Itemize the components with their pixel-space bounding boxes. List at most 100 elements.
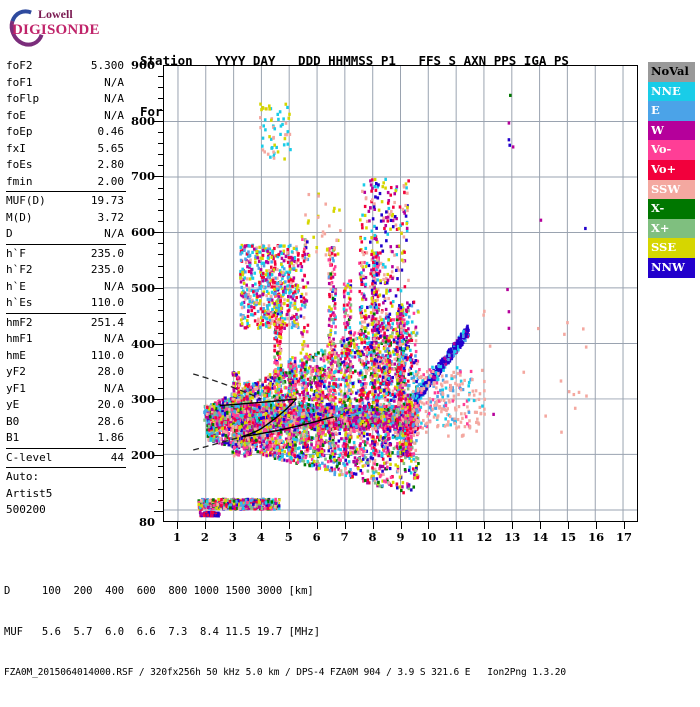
- y-axis-tick: [158, 277, 163, 278]
- x-axis-tick: [428, 522, 429, 529]
- x-axis-tick: [205, 522, 206, 529]
- x-axis-tick: [484, 522, 485, 529]
- param-value: 235.0: [91, 262, 124, 279]
- y-axis-tick: [158, 433, 163, 434]
- y-axis-label-80: 80: [113, 515, 155, 529]
- y-axis-tick: [158, 254, 163, 255]
- y-axis-tick: [154, 121, 163, 122]
- legend-item-w[interactable]: W: [648, 121, 695, 141]
- y-axis-tick: [158, 477, 163, 478]
- legend-item-vo[interactable]: Vo-: [648, 140, 695, 160]
- x-axis-tick: [177, 522, 178, 529]
- x-axis-label-1: 1: [165, 530, 189, 544]
- param-key: hmF1: [6, 331, 33, 348]
- legend-item-noval[interactable]: NoVal: [648, 62, 695, 82]
- legend-item-x[interactable]: X-: [648, 199, 695, 219]
- param-value: 3.72: [98, 210, 125, 227]
- y-axis-tick: [158, 411, 163, 412]
- x-axis-tick: [512, 522, 513, 529]
- y-axis-tick: [154, 344, 163, 345]
- param-key: D: [6, 226, 13, 243]
- y-axis-tick: [158, 221, 163, 222]
- y-axis-tick: [158, 444, 163, 445]
- y-axis-tick: [158, 243, 163, 244]
- y-axis-tick: [158, 132, 163, 133]
- param-key: fmin: [6, 174, 33, 191]
- param-separator: [6, 448, 126, 449]
- param-value: 19.73: [91, 193, 124, 210]
- param-key: M(D): [6, 210, 33, 227]
- y-axis-tick: [154, 288, 163, 289]
- param-key: foFlp: [6, 91, 39, 108]
- y-axis-tick: [154, 232, 163, 233]
- param-separator: [6, 191, 126, 192]
- ionogram-plot-area[interactable]: [163, 65, 638, 522]
- param-value: N/A: [104, 75, 124, 92]
- param-key: B1: [6, 430, 19, 447]
- legend-item-x[interactable]: X+: [648, 219, 695, 239]
- x-axis-tick: [261, 522, 262, 529]
- x-axis-tick: [289, 522, 290, 529]
- param-separator: [6, 313, 126, 314]
- y-axis-tick: [158, 422, 163, 423]
- y-axis-label-900: 900: [113, 58, 155, 72]
- y-axis-tick: [158, 321, 163, 322]
- x-axis-label-13: 13: [500, 530, 524, 544]
- x-axis-tick: [624, 522, 625, 529]
- param-key: B0: [6, 414, 19, 431]
- legend-item-ssw[interactable]: SSW: [648, 180, 695, 200]
- y-axis-tick: [154, 511, 163, 512]
- legend-item-e[interactable]: E: [648, 101, 695, 121]
- y-axis-label-600: 600: [113, 225, 155, 239]
- legend-item-nnw[interactable]: NNW: [648, 258, 695, 278]
- y-axis-tick: [158, 87, 163, 88]
- y-axis-tick: [158, 299, 163, 300]
- x-axis-tick: [233, 522, 234, 529]
- param-value: 28.6: [98, 414, 125, 431]
- y-axis-label-700: 700: [113, 169, 155, 183]
- x-axis-label-15: 15: [556, 530, 580, 544]
- footer-info: D 100 200 400 600 800 1000 1500 3000 [km…: [4, 558, 566, 707]
- x-axis-tick: [317, 522, 318, 529]
- param-separator: [6, 467, 126, 468]
- param-key: h`F: [6, 246, 26, 263]
- legend-item-sse[interactable]: SSE: [648, 238, 695, 258]
- param-value: 5.65: [98, 141, 125, 158]
- x-axis-tick: [401, 522, 402, 529]
- y-axis-tick: [158, 154, 163, 155]
- x-axis-label-14: 14: [528, 530, 552, 544]
- y-axis-tick: [158, 355, 163, 356]
- x-axis-label-9: 9: [389, 530, 413, 544]
- legend-item-nne[interactable]: NNE: [648, 82, 695, 102]
- x-axis-tick: [373, 522, 374, 529]
- param-row-hf2: h`F2 235.0: [4, 262, 128, 279]
- x-axis-label-4: 4: [249, 530, 273, 544]
- y-axis-tick: [158, 110, 163, 111]
- param-value: 251.4: [91, 315, 124, 332]
- param-key: h`F2: [6, 262, 33, 279]
- x-axis-label-2: 2: [193, 530, 217, 544]
- x-axis-tick: [596, 522, 597, 529]
- param-row-fxi: fxI 5.65: [4, 141, 128, 158]
- param-key: fxI: [6, 141, 26, 158]
- legend-item-vo[interactable]: Vo+: [648, 160, 695, 180]
- param-value: 28.0: [98, 364, 125, 381]
- y-axis-tick: [158, 165, 163, 166]
- y-axis-tick: [158, 76, 163, 77]
- y-axis-label-500: 500: [113, 281, 155, 295]
- param-row-b0: B0 28.6: [4, 414, 128, 431]
- footer-file-row: FZA0M_2015064014000.RSF / 320fx256h 50 k…: [4, 666, 566, 680]
- x-axis-tick: [345, 522, 346, 529]
- x-axis-tick: [540, 522, 541, 529]
- artist-profile-curves: [164, 66, 637, 521]
- param-key: C-level: [6, 450, 52, 467]
- param-key: hmF2: [6, 315, 33, 332]
- param-key: hmE: [6, 348, 26, 365]
